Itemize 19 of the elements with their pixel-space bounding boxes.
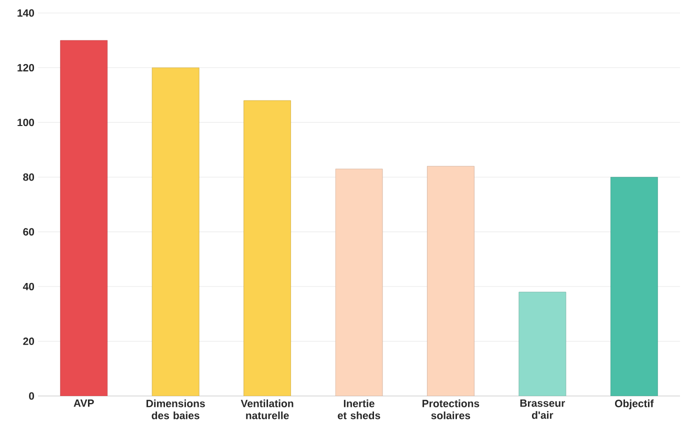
bar — [152, 68, 200, 396]
x-tick-label: Objectif — [615, 400, 654, 410]
y-tick-label: 40 — [22, 282, 34, 290]
bar — [610, 176, 658, 396]
y-tick-label: 80 — [23, 173, 34, 181]
y-tick-label: 20 — [23, 338, 34, 345]
y-tick-label: 120 — [18, 64, 34, 72]
bar — [335, 168, 383, 396]
bar — [427, 166, 474, 396]
x-tick-label: Dimensions des baies — [146, 400, 205, 420]
x-tick-label: Ventilation naturelle — [240, 400, 294, 420]
y-tick-label: 100 — [18, 118, 34, 126]
y-tick-label: 140 — [18, 9, 34, 17]
x-tick-label: Inertie et sheds — [338, 400, 380, 420]
y-tick-label: 0 — [29, 392, 34, 400]
y-tick-label: 60 — [23, 228, 34, 236]
x-tick-label: AVP — [74, 400, 94, 407]
x-tick-label: Protections solaires — [422, 400, 480, 420]
x-tick-label: Brasseur d'air — [520, 400, 566, 419]
